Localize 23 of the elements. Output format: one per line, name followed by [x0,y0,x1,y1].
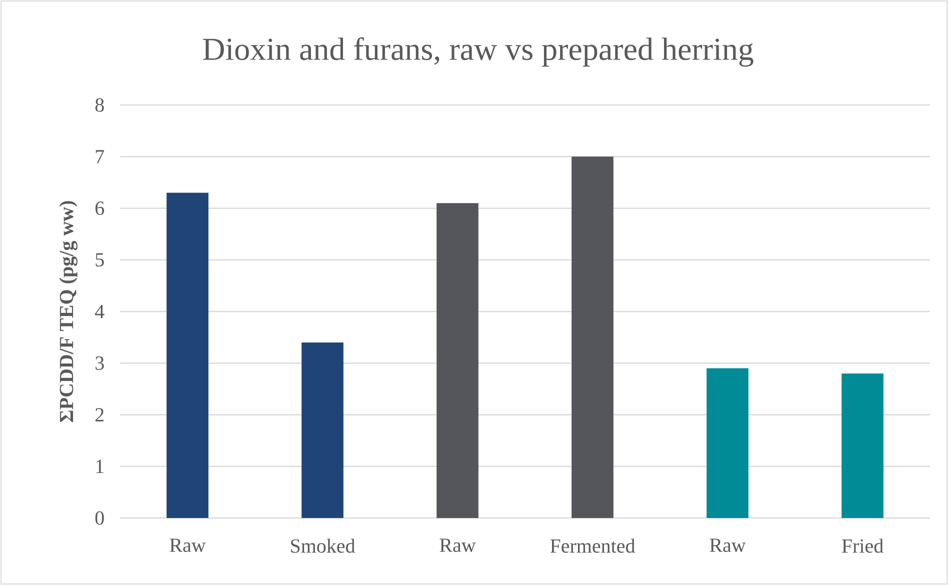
chart-title: Dioxin and furans, raw vs prepared herring [203,37,754,67]
y-tick-label: 7 [96,150,104,164]
y-tick-label: 2 [96,408,104,422]
bar [572,156,614,518]
x-tick-label: Fried [842,538,884,553]
y-tick-label: 0 [95,511,104,525]
y-tick-label: 6 [95,202,104,215]
y-axis-title: ΣPCDD/F TEQ (pg/g ww) [59,201,78,422]
y-tick-label: 1 [96,460,104,473]
x-tick-label: Fermented [550,538,636,553]
y-tick-label: 5 [96,253,104,267]
bar [706,368,748,518]
bar [302,342,344,518]
y-tick-label: 8 [95,98,104,112]
bar [436,203,478,518]
x-tick-label: Raw [710,538,746,552]
bar [842,373,884,518]
x-tick-label: Raw [440,538,476,552]
x-tick-label: Raw [170,538,206,552]
y-tick-label: 3 [96,356,104,370]
bar [166,192,208,518]
y-tick-label: 4 [95,304,104,318]
x-tick-label: Smoked [291,538,356,553]
